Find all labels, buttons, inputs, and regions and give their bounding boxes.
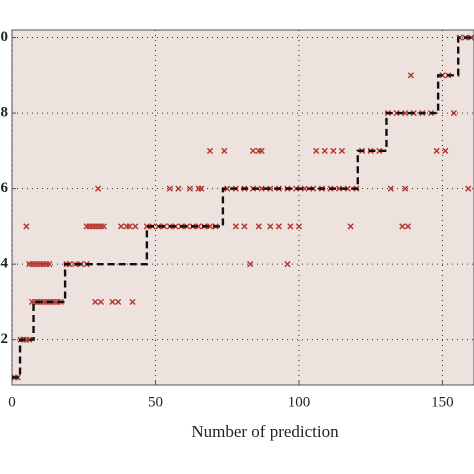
prediction-marker: [115, 298, 122, 306]
prediction-marker: [442, 147, 449, 154]
prediction-marker: [258, 185, 265, 192]
prediction-marker: [241, 223, 248, 230]
prediction-marker: [275, 223, 282, 230]
prediction-marker: [402, 109, 409, 117]
prediction-marker: [404, 223, 412, 230]
x-tick-label: 150: [431, 394, 454, 410]
prediction-marker: [402, 185, 409, 192]
prediction-marker: [206, 223, 214, 230]
prediction-marker: [376, 147, 383, 154]
prediction-marker: [183, 223, 191, 230]
prediction-marker: [287, 223, 294, 230]
prediction-marker: [330, 147, 337, 154]
prediction-marker: [387, 185, 394, 192]
prediction-marker: [267, 223, 274, 230]
prediction-marker: [249, 147, 257, 154]
actual-step-line: [12, 36, 474, 379]
y-tick-label: 4: [1, 256, 9, 272]
prediction-marker: [468, 34, 474, 41]
prediction-marker: [166, 185, 173, 192]
x-tick-label: 100: [288, 394, 311, 410]
prediction-marker: [399, 223, 406, 230]
prediction-marker: [295, 223, 303, 230]
prediction-marker: [129, 298, 136, 306]
prediction-marker: [143, 223, 150, 230]
x-tick-label: 50: [148, 394, 163, 410]
prediction-marker: [206, 147, 214, 154]
prediction-marker: [221, 147, 228, 154]
prediction-marker: [224, 185, 231, 192]
prediction-marker: [232, 223, 239, 230]
prediction-marker: [100, 223, 107, 230]
prediction-marker: [26, 336, 33, 343]
prediction-marker: [198, 185, 205, 192]
prediction-marker: [313, 147, 320, 154]
prediction-marker: [175, 185, 182, 192]
prediction-marker: [92, 298, 99, 306]
x-axis-label: Number of prediction: [191, 422, 339, 441]
prediction-marker: [126, 223, 133, 230]
y-tick-label: 2: [1, 331, 9, 347]
prediction-marker: [338, 147, 346, 154]
prediction-marker: [117, 223, 125, 230]
prediction-marker: [132, 223, 139, 230]
prediction-marker: [97, 298, 105, 306]
prediction-marker: [267, 185, 274, 192]
prediction-marker: [186, 185, 194, 192]
prediction-marker: [393, 109, 400, 117]
y-tick-label: 6: [1, 180, 9, 196]
prediction-marker: [255, 223, 262, 230]
prediction-marker: [292, 185, 300, 192]
prediction-marker: [94, 185, 102, 192]
prediction-marker: [195, 223, 202, 230]
prediction-marker: [450, 109, 458, 117]
prediction-marker: [23, 223, 30, 230]
prediction-marker: [407, 72, 414, 79]
plot-area: [11, 29, 474, 386]
prediction-marker: [321, 147, 328, 154]
y-tick-label: 8: [1, 105, 9, 121]
prediction-marker: [247, 261, 254, 268]
prediction-marker: [46, 261, 53, 268]
prediction-marker: [433, 147, 440, 154]
prediction-marker: [347, 223, 354, 230]
y-tick-label: 10: [0, 29, 8, 45]
prediction-marker: [301, 185, 308, 192]
prediction-marker: [284, 261, 291, 268]
x-tick-label: 0: [8, 394, 16, 410]
prediction-marker: [344, 185, 351, 192]
prediction-marker: [109, 298, 116, 306]
prediction-marker: [258, 147, 265, 154]
prediction-marker: [336, 185, 343, 192]
prediction-marker: [465, 185, 472, 192]
